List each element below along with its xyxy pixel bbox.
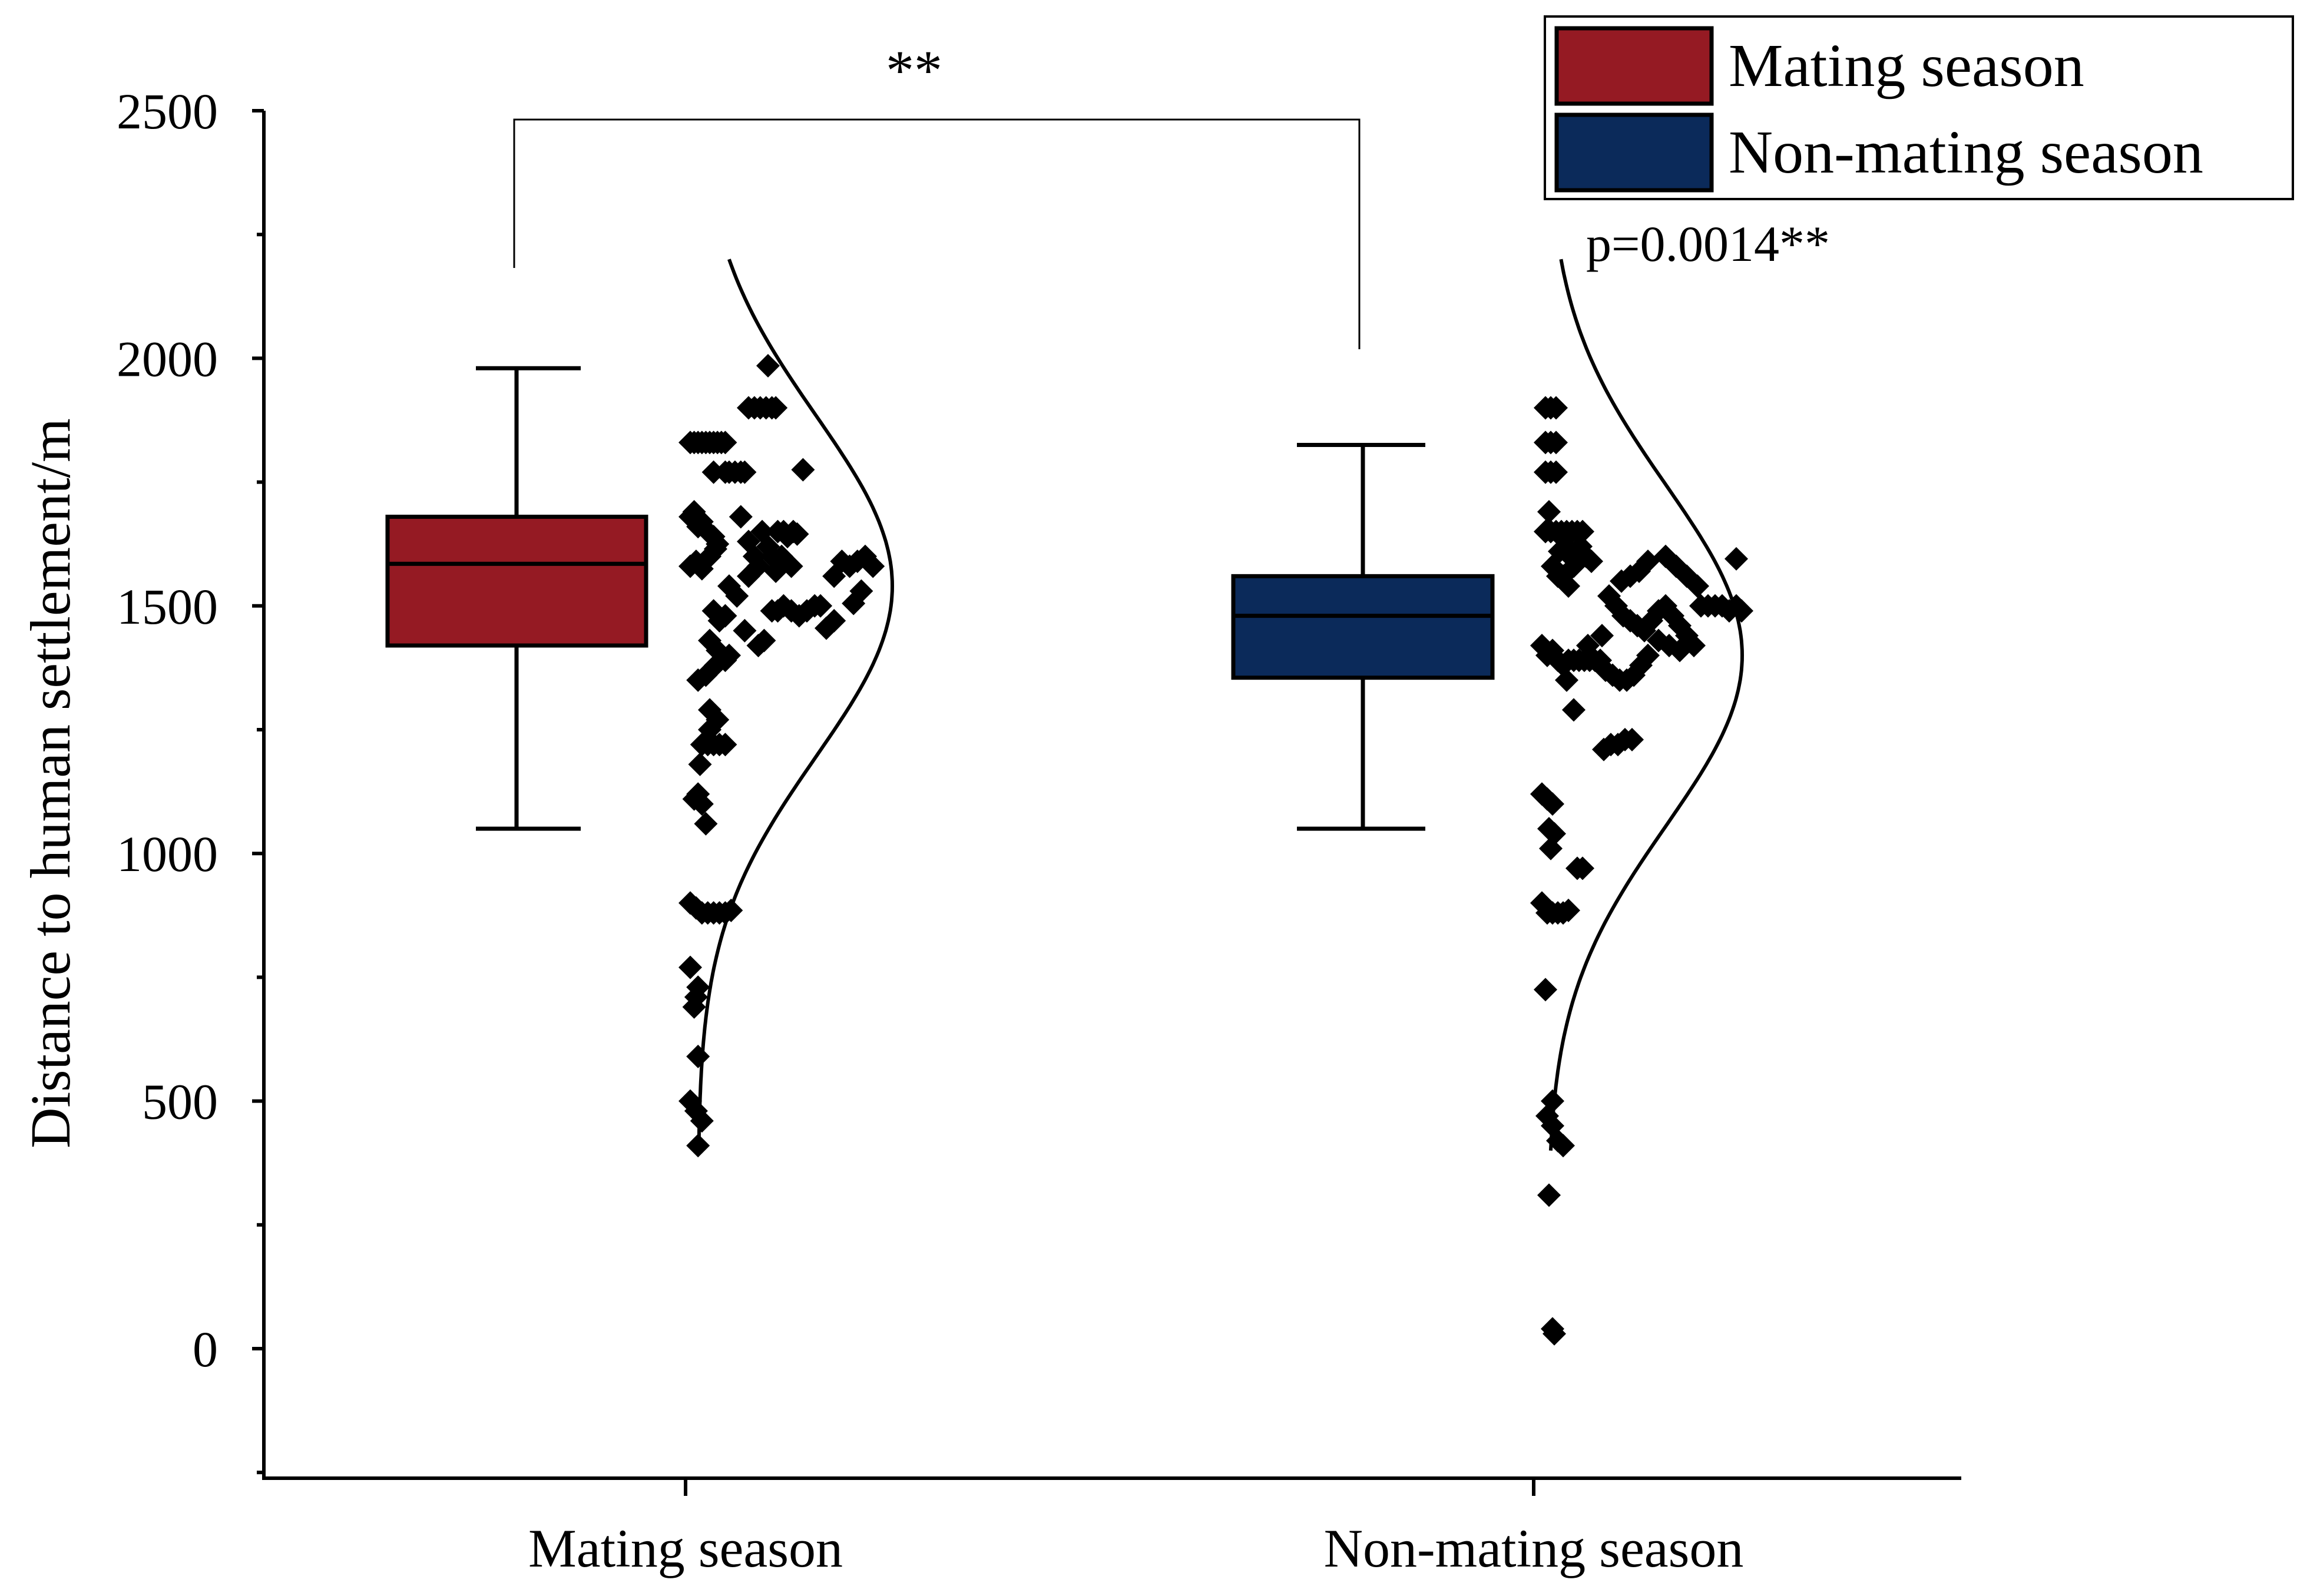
data-point: [686, 668, 710, 692]
box-iqr: [1231, 574, 1495, 680]
data-point: [1636, 643, 1660, 667]
data-point: [694, 812, 718, 836]
data-point: [1571, 519, 1594, 544]
data-point: [756, 354, 780, 378]
x-ticks: Mating season Non-mating season: [528, 1478, 1743, 1578]
data-point: [764, 396, 788, 420]
data-point: [1543, 1322, 1566, 1346]
data-point: [1555, 668, 1578, 692]
data-point: [1571, 856, 1594, 880]
data-point: [678, 955, 702, 979]
data-point: [719, 898, 743, 922]
density-curve: [697, 259, 895, 1151]
data-point: [861, 554, 885, 578]
data-point: [1636, 549, 1660, 574]
data-point: [686, 1044, 710, 1068]
p-value-label: p=0.0014**: [1586, 216, 1830, 272]
data-point: [1580, 549, 1603, 574]
data-point: [785, 522, 809, 546]
data-point: [1725, 547, 1748, 571]
legend-swatch-non-mating: [1554, 112, 1714, 193]
data-point: [690, 1109, 714, 1133]
y-tick-label: 2500: [117, 83, 218, 140]
axes: [262, 111, 1961, 1480]
data-point: [733, 460, 757, 484]
data-point: [1562, 554, 1586, 578]
x-tick-label: Non-mating season: [1324, 1518, 1744, 1578]
data-point: [1551, 1134, 1575, 1158]
significance-bracket: **: [513, 39, 1361, 349]
box-iqr: [385, 514, 648, 648]
data-point: [822, 564, 846, 588]
data-point: [1620, 727, 1644, 751]
data-point: [1544, 431, 1568, 455]
data-point: [1544, 396, 1568, 420]
bracket-line: [513, 118, 1361, 349]
x-tick-label: Mating season: [528, 1518, 843, 1578]
data-point: [1576, 634, 1600, 658]
density-curve: [1548, 259, 1745, 1151]
scatter-points: [678, 354, 1753, 1346]
data-point: [1534, 978, 1557, 1002]
data-point: [1730, 599, 1753, 623]
data-point: [1539, 836, 1563, 860]
data-point: [809, 594, 833, 618]
y-tick-label: 1000: [117, 826, 218, 882]
legend: Mating season Non-mating season: [1544, 15, 2294, 200]
y-tick-label: 2000: [117, 330, 218, 387]
legend-swatch-mating: [1554, 26, 1714, 106]
legend-label-mating: Mating season: [1729, 32, 2084, 100]
data-point: [1537, 500, 1561, 524]
data-point: [1557, 574, 1580, 598]
bracket-label: **: [886, 39, 942, 102]
data-point: [703, 537, 727, 561]
y-tick-label: 500: [142, 1074, 218, 1130]
data-point: [686, 782, 710, 806]
data-point: [779, 554, 803, 578]
density-curves: [697, 259, 1745, 1151]
y-axis-label: Distance to human settlement/m: [19, 418, 82, 1148]
data-point: [686, 1134, 710, 1158]
data-point: [822, 609, 846, 633]
data-point: [713, 733, 737, 757]
data-point: [1544, 460, 1568, 484]
data-point: [1537, 1183, 1561, 1207]
data-point: [729, 505, 753, 529]
data-point: [1541, 792, 1564, 816]
data-point: [688, 752, 712, 776]
data-point: [713, 604, 737, 628]
data-point: [733, 618, 757, 643]
legend-label-non-mating: Non-mating season: [1729, 118, 2203, 186]
data-point: [725, 584, 749, 608]
box-plots: [385, 366, 1495, 831]
data-point: [682, 995, 706, 1019]
data-point: [737, 564, 760, 588]
y-ticks: 0 500 1000 1500 2000 2500: [117, 83, 264, 1475]
data-point: [1590, 624, 1614, 648]
data-point: [842, 591, 866, 615]
data-point: [1668, 638, 1692, 663]
y-tick-label: 0: [193, 1321, 218, 1378]
y-tick-label: 1500: [117, 578, 218, 635]
data-point: [1686, 574, 1709, 598]
data-point: [752, 628, 776, 653]
data-point: [1562, 698, 1586, 722]
data-point: [1557, 898, 1580, 922]
data-point: [791, 458, 815, 482]
data-point: [713, 431, 737, 455]
